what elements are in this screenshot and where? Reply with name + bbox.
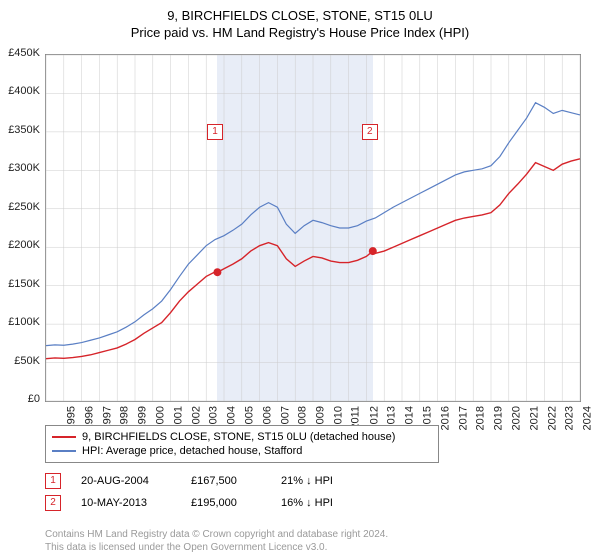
legend-item-hpi: HPI: Average price, detached house, Staf…: [52, 444, 432, 458]
x-tick-label: 2017: [457, 406, 469, 430]
x-tick-label: 2023: [564, 406, 576, 430]
y-tick-label: £250K: [0, 201, 40, 213]
x-tick-label: 2022: [546, 406, 558, 430]
transaction-diff-2: 16% ↓ HPI: [281, 497, 371, 509]
price-chart: [45, 54, 581, 402]
footer: Contains HM Land Registry data © Crown c…: [45, 528, 388, 554]
y-tick-label: £450K: [0, 47, 40, 59]
transaction-marker-1: 1: [45, 473, 61, 489]
x-tick-label: 2018: [475, 406, 487, 430]
legend-label-hpi: HPI: Average price, detached house, Staf…: [82, 445, 302, 457]
transaction-marker-2: 2: [45, 495, 61, 511]
page-subtitle: Price paid vs. HM Land Registry's House …: [0, 23, 600, 46]
transaction-diff-1: 21% ↓ HPI: [281, 475, 371, 487]
y-tick-label: £350K: [0, 124, 40, 136]
footer-line-2: This data is licensed under the Open Gov…: [45, 541, 388, 554]
x-tick-label: 2020: [510, 406, 522, 430]
chart-series: [46, 55, 580, 401]
x-tick-label: 2021: [528, 406, 540, 430]
transaction-table: 1 20-AUG-2004 £167,500 21% ↓ HPI 2 10-MA…: [45, 470, 371, 514]
page-title: 9, BIRCHFIELDS CLOSE, STONE, ST15 0LU: [0, 0, 600, 23]
legend: 9, BIRCHFIELDS CLOSE, STONE, ST15 0LU (d…: [45, 425, 439, 463]
legend-swatch-hpi: [52, 450, 76, 452]
container: 9, BIRCHFIELDS CLOSE, STONE, ST15 0LU Pr…: [0, 0, 600, 560]
y-tick-label: £400K: [0, 85, 40, 97]
chart-marker-2: 2: [362, 124, 378, 140]
footer-line-1: Contains HM Land Registry data © Crown c…: [45, 528, 388, 541]
x-tick-label: 2016: [439, 406, 451, 430]
transaction-price-2: £195,000: [191, 497, 261, 509]
legend-item-property: 9, BIRCHFIELDS CLOSE, STONE, ST15 0LU (d…: [52, 430, 432, 444]
chart-marker-1: 1: [207, 124, 223, 140]
transaction-row-1: 1 20-AUG-2004 £167,500 21% ↓ HPI: [45, 470, 371, 492]
y-tick-label: £150K: [0, 278, 40, 290]
y-tick-label: £50K: [0, 355, 40, 367]
legend-label-property: 9, BIRCHFIELDS CLOSE, STONE, ST15 0LU (d…: [82, 431, 395, 443]
x-tick-label: 2024: [582, 406, 594, 430]
y-tick-label: £200K: [0, 239, 40, 251]
transaction-date-1: 20-AUG-2004: [81, 475, 171, 487]
legend-swatch-property: [52, 436, 76, 438]
x-tick-label: 2019: [493, 406, 505, 430]
transaction-date-2: 10-MAY-2013: [81, 497, 171, 509]
y-tick-label: £100K: [0, 316, 40, 328]
y-tick-label: £0: [0, 393, 40, 405]
transaction-row-2: 2 10-MAY-2013 £195,000 16% ↓ HPI: [45, 492, 371, 514]
y-tick-label: £300K: [0, 162, 40, 174]
transaction-price-1: £167,500: [191, 475, 261, 487]
